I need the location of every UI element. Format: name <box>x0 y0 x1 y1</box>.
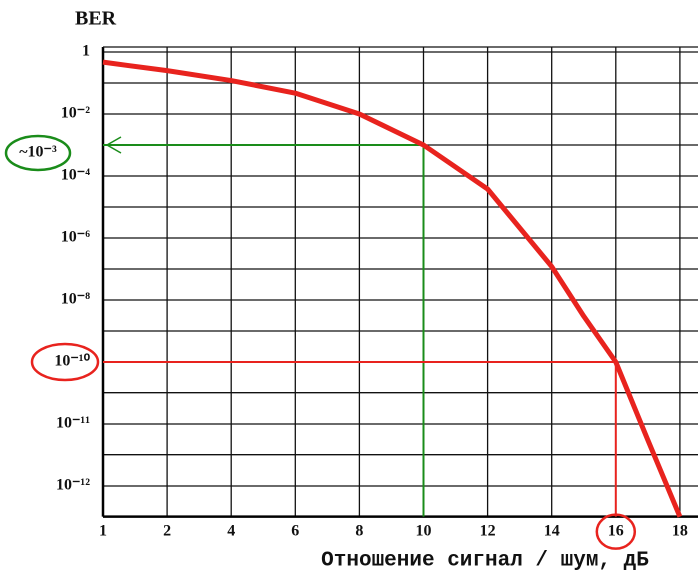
x-tick-label: 4 <box>227 522 235 539</box>
chart-title: BER <box>75 8 117 30</box>
y-tick-label: 10⁻² <box>61 105 90 122</box>
y-tick-label: 10⁻⁸ <box>61 291 90 308</box>
y-tick-label: 10⁻¹⁰ <box>54 353 90 370</box>
y-tick-label: 1 <box>82 43 90 60</box>
x-tick-label: 18 <box>672 522 688 539</box>
x-tick-label: 16 <box>608 522 624 539</box>
y-tick-label: 10⁻⁶ <box>61 229 90 246</box>
x-tick-label: 1 <box>99 522 107 539</box>
marker-circle <box>595 513 637 550</box>
marker-arrow <box>105 136 122 154</box>
marker-circle <box>4 134 72 172</box>
x-tick-label: 8 <box>355 522 363 539</box>
x-tick-label: 12 <box>480 522 496 539</box>
x-tick-label: 2 <box>163 522 171 539</box>
x-tick-label: 10 <box>416 522 432 539</box>
x-tick-label: 14 <box>544 522 560 539</box>
y-tick-label: 10⁻⁴ <box>61 167 90 184</box>
marker-circle <box>30 342 100 382</box>
y-tick-label: 10⁻¹² <box>56 477 90 494</box>
marker-label: ~10⁻³ <box>19 144 57 161</box>
x-axis-label: Отношение сигнал / шум, дБ <box>321 550 649 573</box>
y-tick-label: 10⁻¹¹ <box>56 415 90 432</box>
line <box>102 59 683 518</box>
x-tick-label: 6 <box>291 522 299 539</box>
